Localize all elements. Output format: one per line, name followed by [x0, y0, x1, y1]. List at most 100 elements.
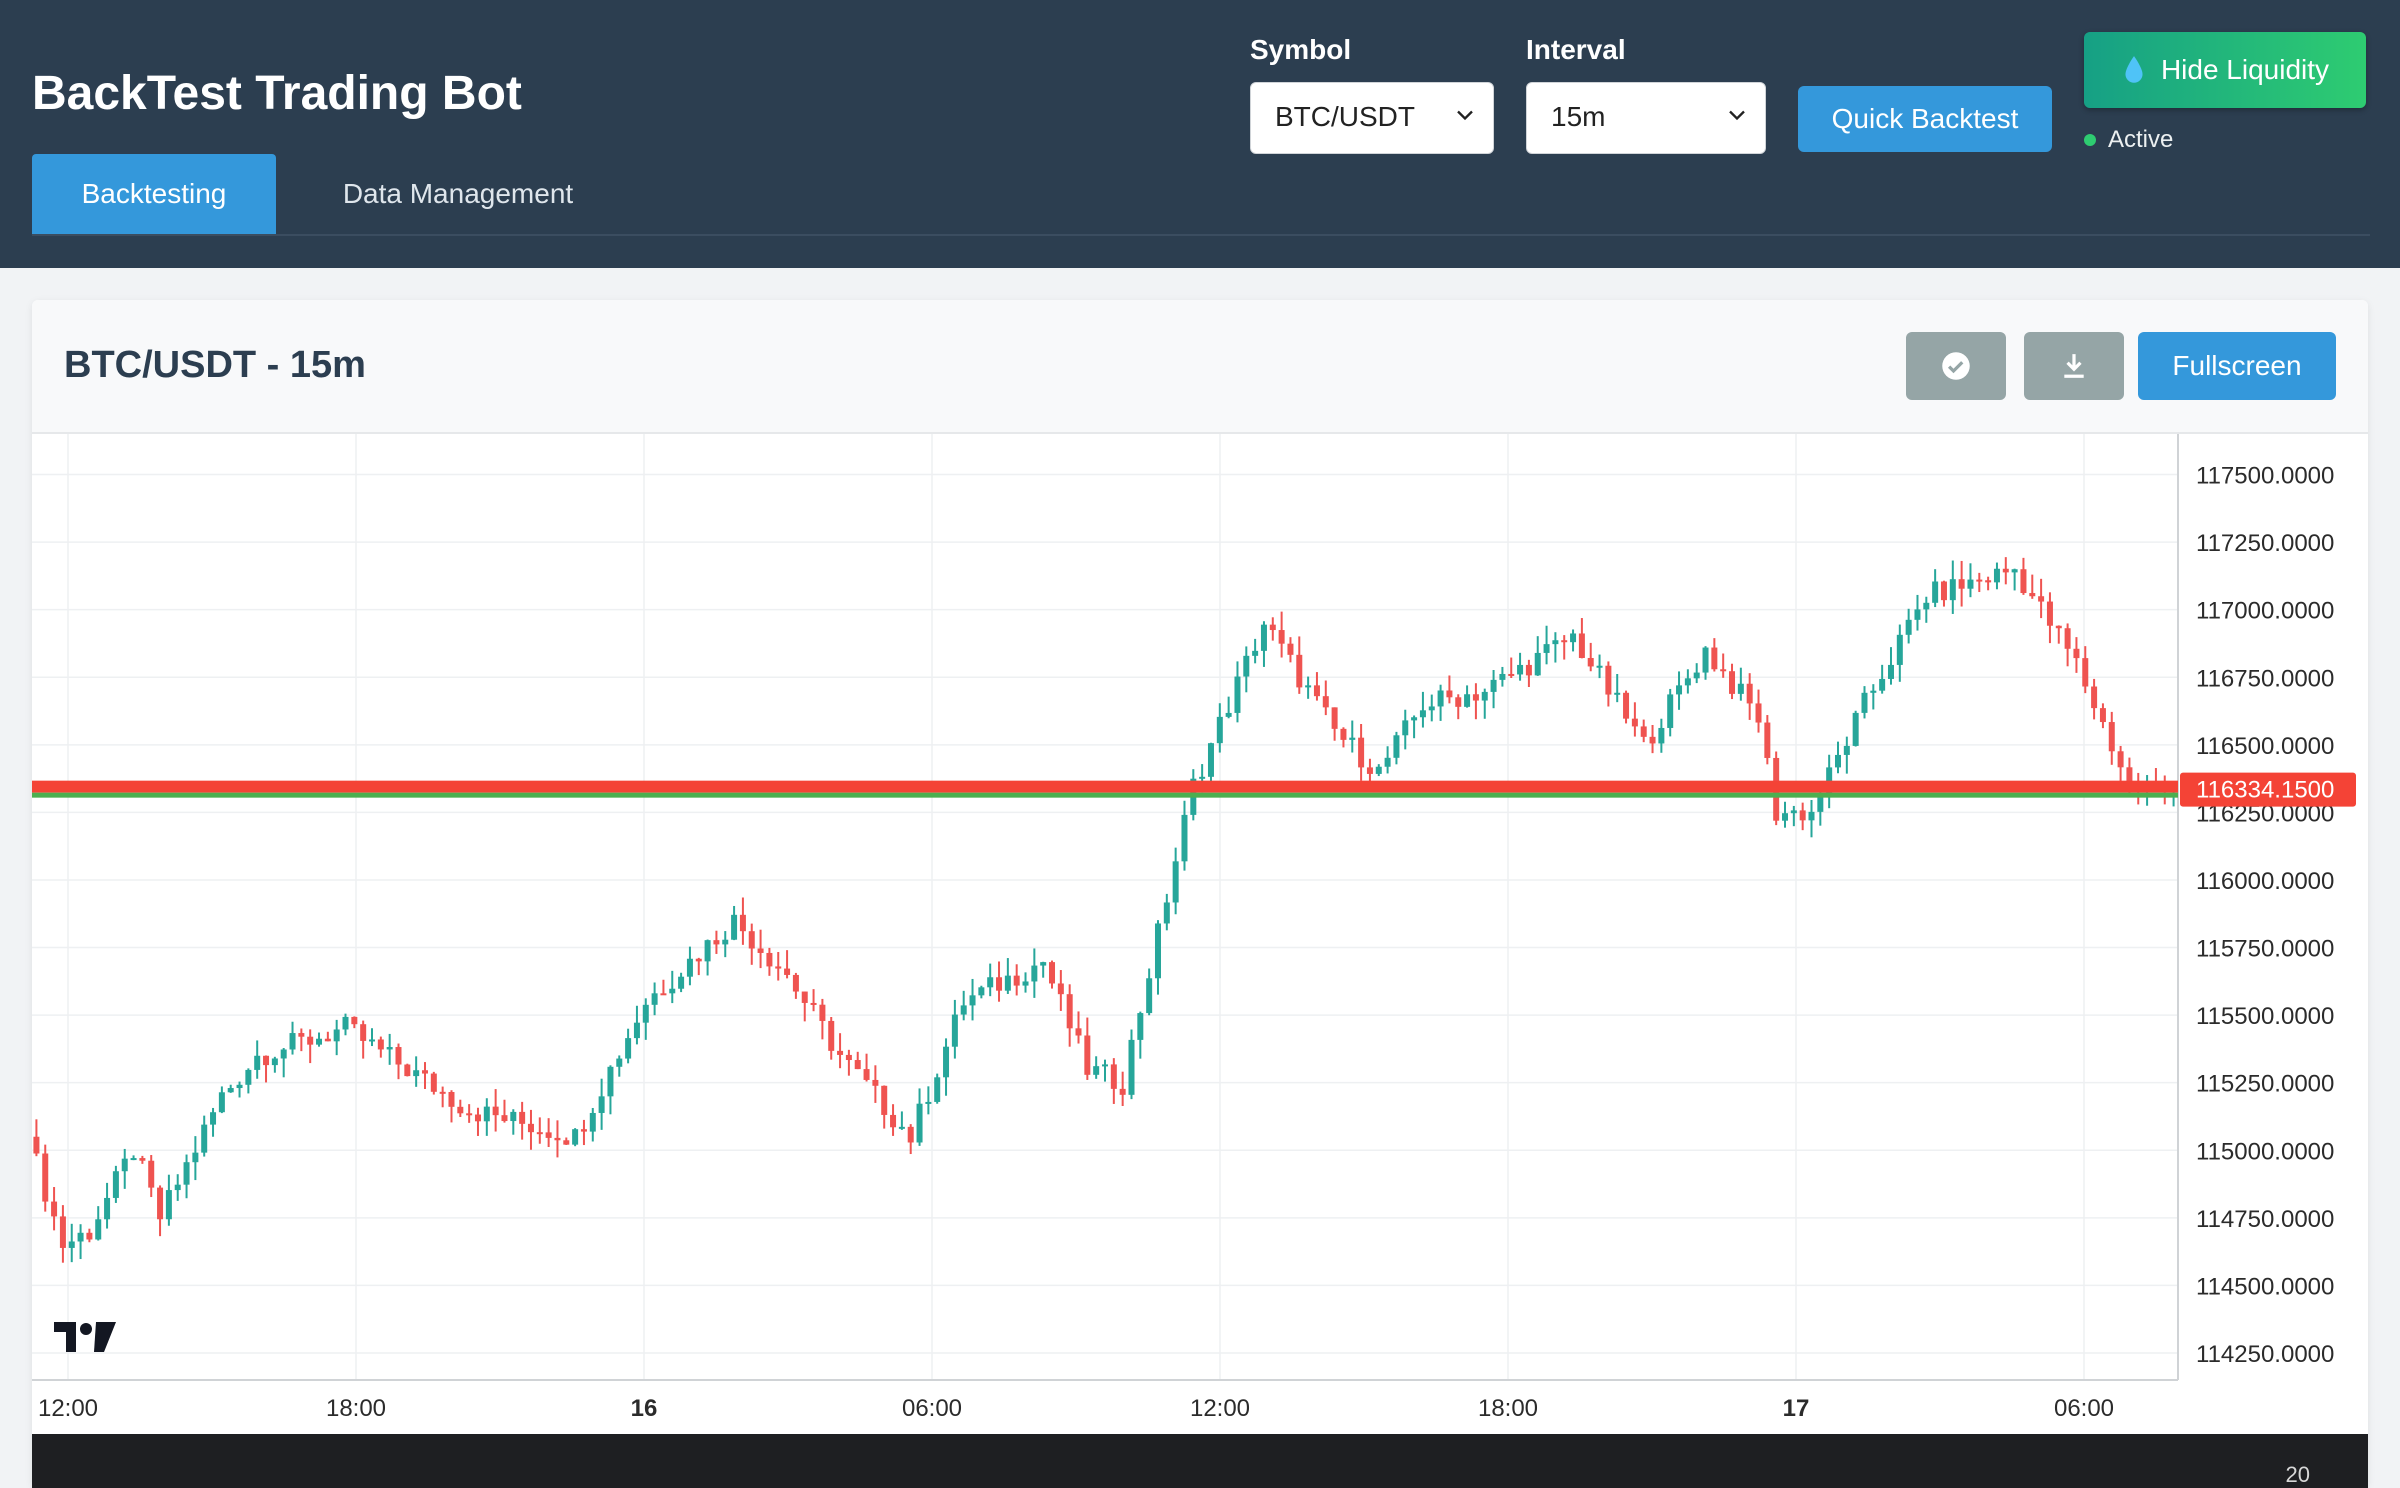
- candle-down: [430, 1073, 437, 1092]
- price-tick-label: 117000.0000: [2196, 598, 2334, 625]
- candle-down: [863, 1069, 870, 1080]
- candle-up: [651, 993, 658, 1005]
- candle-up: [1428, 706, 1435, 711]
- candle-up: [1676, 685, 1683, 695]
- candle-up: [731, 914, 738, 940]
- price-tick-label: 117500.0000: [2196, 463, 2334, 490]
- candle-up: [1870, 690, 1877, 693]
- price-tick-label: 115000.0000: [2196, 1138, 2334, 1165]
- fullscreen-button[interactable]: Fullscreen: [2138, 332, 2336, 400]
- quick-backtest-button[interactable]: Quick Backtest: [1798, 86, 2052, 152]
- candle-down: [1720, 669, 1727, 672]
- symbol-select[interactable]: BTC/USDT: [1250, 82, 1494, 154]
- candle-up: [174, 1184, 181, 1191]
- candle-down: [1066, 994, 1073, 1029]
- interval-label: Interval: [1526, 34, 1626, 65]
- candle-down: [2038, 596, 2045, 602]
- check-circle-icon: [1942, 352, 1970, 380]
- candle-up: [1172, 861, 1179, 903]
- candle-up: [1375, 766, 1382, 774]
- candle-up: [1146, 978, 1153, 1014]
- candle-up: [1667, 694, 1674, 728]
- candle-down: [501, 1115, 508, 1122]
- candle-down: [1331, 707, 1338, 729]
- hide-liquidity-button[interactable]: Hide Liquidity: [2084, 32, 2366, 108]
- candle-down: [1340, 728, 1347, 740]
- interval-select[interactable]: 15m: [1526, 82, 1766, 154]
- candle-down: [395, 1047, 402, 1065]
- liquidity-status: Active: [2084, 126, 2173, 154]
- candle-down: [59, 1216, 66, 1248]
- candle-down: [439, 1091, 446, 1094]
- price-tick-label: 115750.0000: [2196, 936, 2334, 963]
- candle-up: [616, 1058, 623, 1067]
- candle-up: [934, 1077, 941, 1102]
- candle-up: [1887, 664, 1894, 679]
- candle-up: [1808, 811, 1815, 821]
- candle-up: [210, 1112, 217, 1125]
- candle-down: [1640, 726, 1647, 737]
- candle-down: [660, 993, 667, 996]
- price-tick-label: 116500.0000: [2196, 733, 2334, 760]
- candle-up: [1207, 743, 1214, 777]
- candle-up: [254, 1055, 261, 1070]
- candle-up: [1154, 923, 1161, 979]
- candle-up: [289, 1033, 296, 1050]
- price-tick-label: 116000.0000: [2196, 868, 2334, 895]
- candle-down: [872, 1079, 879, 1086]
- candle-down: [377, 1039, 384, 1050]
- candle-up: [201, 1124, 208, 1153]
- candle-up: [112, 1171, 119, 1198]
- candle-up: [1852, 712, 1859, 746]
- candle-up: [227, 1088, 234, 1093]
- candle-down: [1269, 624, 1276, 631]
- candle-down: [457, 1106, 464, 1114]
- candle-up: [245, 1069, 252, 1085]
- tab-backtesting[interactable]: Backtesting: [32, 154, 276, 234]
- candle-up: [386, 1047, 393, 1050]
- candle-down: [1764, 722, 1771, 758]
- candle-down: [536, 1132, 543, 1135]
- candle-up: [1879, 678, 1886, 691]
- candle-down: [1455, 697, 1462, 707]
- candle-up: [68, 1241, 75, 1248]
- candle-down: [2117, 751, 2124, 768]
- candlestick-chart[interactable]: 117500.0000 117250.0000 117000.0000 116750.…: [32, 434, 2368, 1434]
- candle-down: [1976, 579, 1983, 582]
- candle-down: [695, 958, 702, 962]
- candle-down: [890, 1114, 897, 1128]
- candle-down: [2126, 767, 2133, 783]
- candle-down: [519, 1111, 526, 1124]
- candle-down: [1958, 579, 1965, 589]
- candle-down: [2082, 658, 2089, 687]
- download-button[interactable]: [2024, 332, 2124, 400]
- candle-down: [1799, 810, 1806, 821]
- candle-down: [1711, 647, 1718, 670]
- candle-up: [1411, 717, 1418, 721]
- interval-select-value: 15m: [1551, 101, 1606, 132]
- candle-down: [298, 1033, 305, 1037]
- confirm-button[interactable]: [1906, 332, 2006, 400]
- candle-up: [121, 1158, 128, 1172]
- download-icon: [2064, 354, 2084, 378]
- current-price-badge: [2180, 772, 2356, 807]
- candle-down: [2002, 568, 2009, 573]
- candle-down: [263, 1055, 270, 1066]
- candle-up: [1031, 965, 1038, 982]
- price-tick-label: 115500.0000: [2196, 1003, 2334, 1030]
- candle-up: [1658, 727, 1665, 744]
- tab-data-management[interactable]: Data Management: [342, 178, 574, 209]
- candle-down: [139, 1158, 146, 1161]
- time-tick-label: 12:00: [38, 1395, 98, 1422]
- candle-up: [316, 1038, 323, 1045]
- candle-up: [1393, 735, 1400, 758]
- candle-down: [775, 966, 782, 969]
- candle-up: [943, 1046, 950, 1078]
- candle-up: [342, 1016, 349, 1030]
- candle-up: [1993, 568, 2000, 583]
- candle-down: [563, 1140, 570, 1145]
- candle-up: [1949, 579, 1956, 601]
- candle-down: [881, 1085, 888, 1115]
- candle-down: [766, 952, 773, 967]
- app-title: BackTest Trading Bot: [32, 67, 522, 120]
